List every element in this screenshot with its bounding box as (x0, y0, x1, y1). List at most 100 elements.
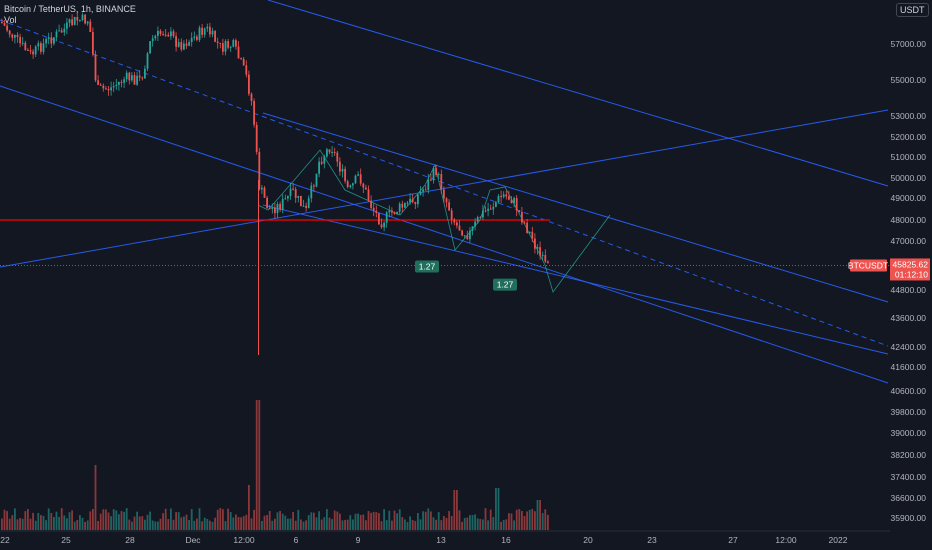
candle-body (344, 168, 346, 182)
volume-bar (281, 513, 284, 530)
volume-bar (482, 519, 484, 530)
volume-bar (138, 516, 141, 530)
volume-bar (349, 515, 352, 530)
candle-body (274, 207, 276, 214)
volume-bar (94, 465, 97, 530)
volume-bar (271, 520, 274, 530)
volume-bar (102, 509, 105, 530)
candle-body (482, 210, 484, 218)
volume-bar (539, 500, 541, 530)
volume-bar (253, 509, 255, 530)
candle-body (99, 84, 102, 86)
candle-body (229, 46, 232, 48)
volume-bar (443, 516, 445, 530)
volume-bar (211, 521, 214, 530)
candle-body (11, 34, 14, 38)
ticker-tag-bg (850, 259, 887, 272)
volume-bar (536, 500, 539, 530)
candle-body (162, 34, 164, 36)
volume-bar (40, 515, 42, 530)
volume-bar (71, 510, 73, 530)
volume-bar (242, 516, 245, 530)
candle-body (391, 210, 393, 213)
volume-bar (448, 511, 450, 530)
trend-line-6 (0, 19, 889, 347)
candle-body (248, 74, 250, 94)
volume-bar (463, 517, 466, 530)
candle-body (125, 72, 128, 80)
candle-body (255, 124, 258, 153)
volume-bar (151, 520, 154, 530)
candle-body (58, 30, 60, 32)
candle-body (398, 203, 401, 212)
volume-bar (120, 511, 123, 530)
candle-body (193, 36, 196, 38)
price-tick-label: 39800.00 (891, 407, 927, 417)
candle-body (281, 199, 284, 210)
price-tick-label: 42400.00 (891, 342, 927, 352)
candle-body (47, 37, 50, 40)
candle-body (378, 212, 380, 225)
candle-body (502, 194, 505, 197)
candle-body (60, 30, 63, 33)
price-tick-label: 57000.00 (891, 39, 927, 49)
candle-body (365, 187, 367, 190)
symbol-legend[interactable]: Bitcoin / TetherUS, 1h, BINANCE Vol (4, 4, 136, 26)
volume-bar (268, 510, 271, 530)
volume-bar (8, 518, 11, 530)
volume-bar (323, 517, 326, 530)
price-tick-label: 35900.00 (891, 513, 927, 523)
volume-label[interactable]: Vol (4, 15, 17, 25)
volume-bar (339, 513, 341, 530)
candle-body (437, 174, 440, 176)
candle-body (216, 41, 219, 43)
candle-body (411, 198, 414, 203)
currency-button[interactable]: USDT (896, 3, 929, 17)
volume-bar (305, 520, 307, 530)
candle-body (435, 168, 437, 175)
candle-body (352, 183, 354, 186)
volume-bar (248, 485, 250, 530)
volume-bar (502, 519, 505, 530)
candle-body (242, 58, 245, 66)
volume-bar (11, 515, 14, 530)
volume-bar (406, 521, 409, 530)
symbol-title[interactable]: Bitcoin / TetherUS, 1h, BINANCE (4, 4, 136, 14)
time-tick-label: 20 (583, 535, 593, 545)
volume-bar (310, 512, 313, 530)
candle-body (500, 196, 502, 198)
candle-body (313, 185, 315, 187)
candle-body (497, 196, 500, 203)
volume-bar (352, 519, 354, 530)
last-price-tag-bg (890, 258, 930, 281)
candle-body (146, 53, 149, 69)
candle-body (372, 207, 375, 211)
volume-bar (450, 516, 453, 530)
candle-body (333, 151, 336, 153)
candle-body (302, 205, 305, 207)
volume-bar (32, 512, 34, 530)
volume-bar (50, 513, 53, 530)
candle-body (268, 208, 271, 210)
volume-bar (209, 520, 211, 530)
volume-bar (201, 521, 203, 530)
price-tick-label: 36600.00 (891, 493, 927, 503)
candle-body (326, 149, 328, 157)
candle-body (27, 49, 29, 51)
volume-bar (414, 521, 417, 530)
candle-body (320, 161, 323, 164)
volume-bar (196, 518, 198, 530)
volume-bar (105, 509, 107, 530)
volume-bar (66, 518, 68, 530)
candle-body (430, 179, 432, 181)
volume-bar (81, 517, 84, 530)
volume-bar (526, 511, 528, 530)
volume-bar (261, 521, 263, 530)
candle-body (318, 161, 320, 174)
candle-body (362, 183, 365, 188)
volume-bar (427, 508, 430, 530)
candle-body (528, 231, 531, 233)
volume-bar (229, 512, 232, 530)
